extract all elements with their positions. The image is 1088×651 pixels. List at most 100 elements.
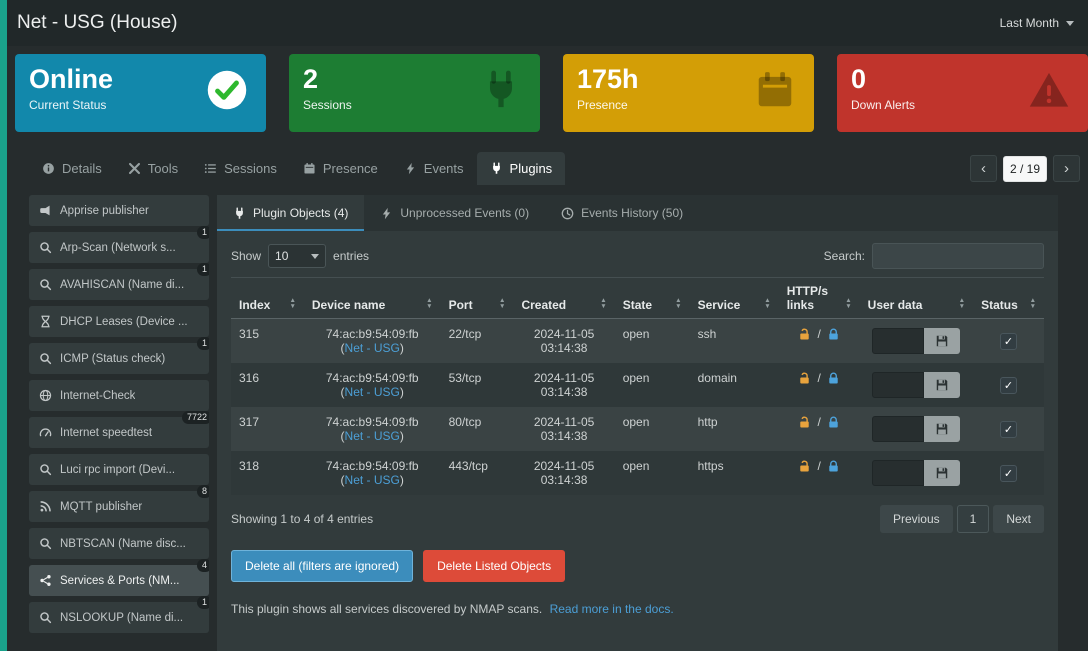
next-page-button[interactable]: Next xyxy=(993,505,1044,533)
sidebar-item-apprise-publisher[interactable]: Apprise publisher xyxy=(29,195,209,226)
cell-state: open xyxy=(622,459,650,473)
next-device-button[interactable]: › xyxy=(1053,155,1080,182)
https-link-icon[interactable] xyxy=(827,415,840,429)
plugin-objects-table: Index Device name Port Created State Ser… xyxy=(231,277,1044,495)
https-link-icon[interactable] xyxy=(827,327,840,341)
status-checkbox[interactable]: ✓ xyxy=(1000,420,1018,438)
device-link[interactable]: Net - USG xyxy=(344,341,400,355)
cell-port: 53/tcp xyxy=(448,371,482,385)
clock-icon xyxy=(561,207,574,219)
sidebar-item-internet-speedtest[interactable]: Internet speedtest 7722 xyxy=(29,411,209,448)
sidebar-item-arp-scan[interactable]: Arp-Scan (Network s... 1 xyxy=(29,226,209,263)
share-icon xyxy=(40,575,51,586)
plugin-description: This plugin shows all services discovere… xyxy=(231,602,1044,616)
http-link-icon[interactable] xyxy=(798,371,811,385)
sidebar-item-label: MQTT publisher xyxy=(60,500,143,513)
device-tabs: Details Tools Sessions xyxy=(29,152,1080,185)
lightning-icon xyxy=(383,207,391,219)
cell-state: open xyxy=(622,415,650,429)
tab-presence[interactable]: Presence xyxy=(290,152,391,185)
action-buttons: Delete all (filters are ignored) Delete … xyxy=(231,550,1044,582)
cell-port: 22/tcp xyxy=(448,327,482,341)
save-user-data-button[interactable] xyxy=(924,372,961,398)
sidebar-item-luci-rpc-import[interactable]: Luci rpc import (Devi... xyxy=(29,454,209,485)
sidebar-item-nbtscan[interactable]: NBTSCAN (Name disc... xyxy=(29,528,209,559)
sidebar-item-services-ports[interactable]: Services & Ports (NM... 4 xyxy=(29,559,209,596)
content-area: Apprise publisher Arp-Scan (Network s...… xyxy=(29,195,1058,651)
delete-listed-button[interactable]: Delete Listed Objects xyxy=(423,550,566,582)
sidebar-item-avahiscan[interactable]: AVAHISCAN (Name di... 1 xyxy=(29,263,209,300)
search-control: Search: xyxy=(824,243,1044,269)
save-icon xyxy=(937,379,948,391)
save-user-data-button[interactable] xyxy=(924,460,961,486)
subtab-events-history[interactable]: Events History (50) xyxy=(545,195,699,231)
time-range-value: Last Month xyxy=(999,16,1059,30)
col-header-status[interactable]: Status xyxy=(973,277,1044,319)
table-row: 315 74:ac:b9:54:09:fb (Net - USG) 22/tcp… xyxy=(231,318,1044,363)
page-number-button[interactable]: 1 xyxy=(956,505,990,533)
count-badge: 1 xyxy=(196,226,209,239)
sidebar-item-nslookup[interactable]: NSLOOKUP (Name di... 1 xyxy=(29,596,209,633)
list-icon xyxy=(205,164,216,173)
save-user-data-button[interactable] xyxy=(924,416,961,442)
card-value: 175h xyxy=(577,64,639,94)
user-data-input[interactable] xyxy=(872,460,925,486)
status-checkbox[interactable]: ✓ xyxy=(1000,376,1018,394)
card-sessions: 2 Sessions xyxy=(289,54,540,132)
prev-device-button[interactable]: ‹ xyxy=(970,155,997,182)
col-header-created[interactable]: Created xyxy=(513,277,615,319)
tab-sessions[interactable]: Sessions xyxy=(191,152,290,185)
sidebar-item-label: Internet speedtest xyxy=(60,426,153,439)
https-link-icon[interactable] xyxy=(827,371,840,385)
device-mac: 74:ac:b9:54:09:fb xyxy=(325,415,419,429)
user-data-input[interactable] xyxy=(872,416,925,442)
sidebar-item-icmp[interactable]: ICMP (Status check) 1 xyxy=(29,337,209,374)
subtab-unprocessed-events[interactable]: Unprocessed Events (0) xyxy=(364,195,545,231)
docs-link[interactable]: Read more in the docs. xyxy=(549,602,674,616)
subtab-plugin-objects[interactable]: Plugin Objects (4) xyxy=(217,195,365,231)
device-link[interactable]: Net - USG xyxy=(344,429,400,443)
status-checkbox[interactable]: ✓ xyxy=(1000,332,1018,350)
table-row: 316 74:ac:b9:54:09:fb (Net - USG) 53/tcp… xyxy=(231,363,1044,407)
sidebar-item-dhcp-leases[interactable]: DHCP Leases (Device ... xyxy=(29,306,209,337)
tools-icon xyxy=(128,162,140,175)
user-data-input[interactable] xyxy=(872,328,925,354)
count-badge: 7722 xyxy=(181,411,209,424)
tab-label: Presence xyxy=(322,161,378,176)
col-header-http-links[interactable]: HTTP/s links xyxy=(778,277,860,319)
status-checkbox[interactable]: ✓ xyxy=(1000,464,1018,482)
device-link[interactable]: Net - USG xyxy=(344,385,400,399)
col-header-service[interactable]: Service xyxy=(689,277,779,319)
entries-select[interactable]: 10 xyxy=(268,244,327,268)
device-link[interactable]: Net - USG xyxy=(344,473,400,487)
col-header-index[interactable]: Index xyxy=(231,277,304,319)
tab-details[interactable]: Details xyxy=(29,152,115,185)
search-input[interactable] xyxy=(872,243,1044,269)
sidebar-item-label: Luci rpc import (Devi... xyxy=(60,463,176,476)
col-header-user-data[interactable]: User data xyxy=(859,277,974,319)
tab-events[interactable]: Events xyxy=(391,152,477,185)
table-row: 317 74:ac:b9:54:09:fb (Net - USG) 80/tcp… xyxy=(231,407,1044,451)
https-link-icon[interactable] xyxy=(827,459,840,473)
col-header-port[interactable]: Port xyxy=(440,277,514,319)
http-link-icon[interactable] xyxy=(798,415,811,429)
col-header-state[interactable]: State xyxy=(614,277,690,319)
http-link-icon[interactable] xyxy=(798,327,811,341)
user-data-input[interactable] xyxy=(872,372,925,398)
save-user-data-button[interactable] xyxy=(924,328,961,354)
tab-label: Events xyxy=(423,161,464,176)
http-link-icon[interactable] xyxy=(798,459,811,473)
sidebar-item-internet-check[interactable]: Internet-Check xyxy=(29,380,209,411)
previous-page-button[interactable]: Previous xyxy=(879,505,953,533)
device-mac: 74:ac:b9:54:09:fb xyxy=(325,459,419,473)
tab-plugins[interactable]: Plugins xyxy=(476,152,566,185)
sidebar-item-mqtt-publisher[interactable]: MQTT publisher 8 xyxy=(29,485,209,522)
sort-icon xyxy=(675,298,681,312)
cell-device-name: 74:ac:b9:54:09:fb (Net - USG) xyxy=(304,407,441,451)
broadcast-icon xyxy=(40,501,51,512)
tab-tools[interactable]: Tools xyxy=(115,152,191,185)
time-range-dropdown[interactable]: Last Month xyxy=(1000,16,1074,30)
col-header-device-name[interactable]: Device name xyxy=(303,277,441,319)
sidebar-item-label: Arp-Scan (Network s... xyxy=(60,241,176,254)
delete-all-button[interactable]: Delete all (filters are ignored) xyxy=(231,550,414,582)
